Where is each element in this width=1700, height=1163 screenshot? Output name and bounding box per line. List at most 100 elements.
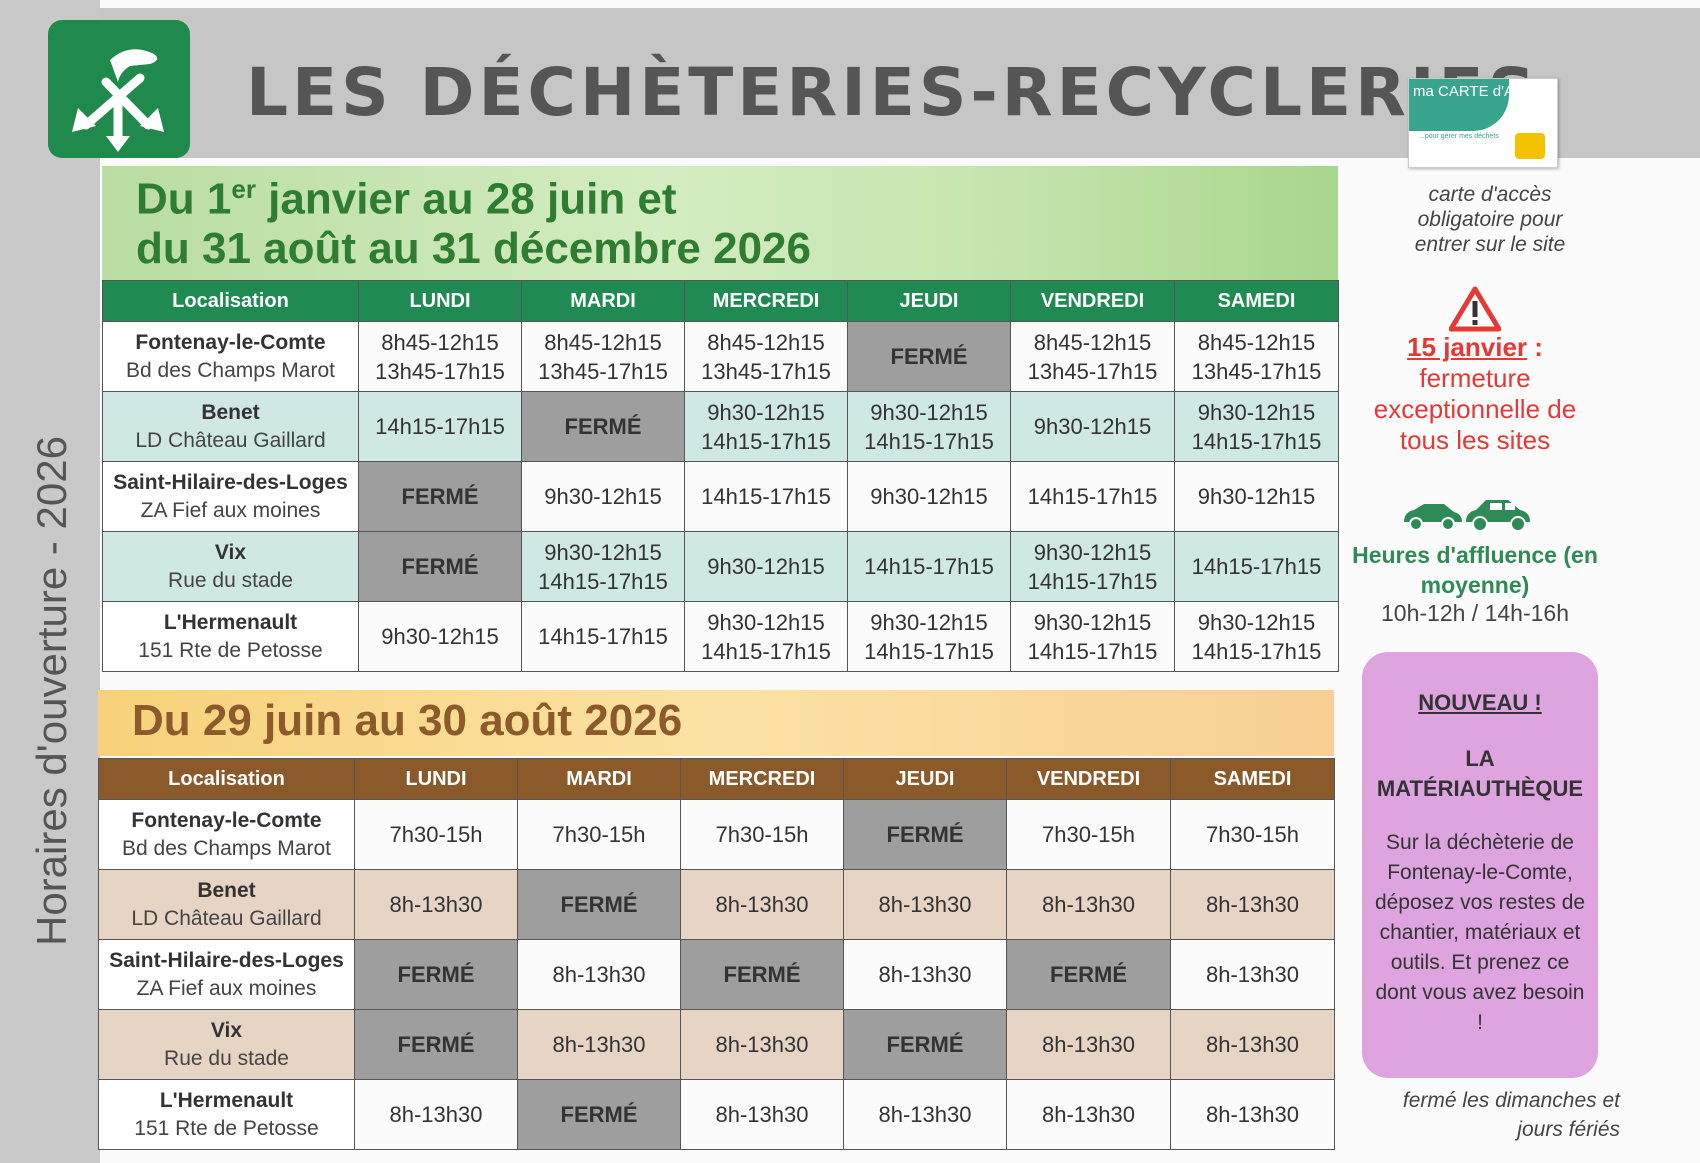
header-day: MARDI (517, 758, 681, 800)
location-cell: Vix Rue du stade (98, 1009, 355, 1080)
location-address: ZA Fief aux moines (140, 498, 321, 522)
hours-cell: 7h30-15h (680, 799, 844, 870)
hours-cell: 8h-13h30 (1006, 1009, 1171, 1080)
time-slot: 8h-13h30 (1206, 962, 1299, 987)
time-slot: 7h30-15h (389, 822, 483, 847)
time-slot: 9h30-12h15 (870, 399, 988, 425)
period1-title-part1: Du 1 (136, 174, 232, 224)
materiautheque-box: NOUVEAU ! LA MATÉRIAUTHÈQUE Sur la déchè… (1362, 652, 1598, 1078)
time-slot: 7h30-15h (552, 822, 646, 847)
time-slot: 8h-13h30 (1042, 892, 1135, 917)
time-slot: 13h45-17h15 (375, 358, 505, 384)
hours-cell: 9h30-12h15 (358, 601, 522, 672)
access-card-title: ma CARTE d'ACCÈS (1413, 83, 1556, 100)
hours-cell: 8h-13h30 (354, 1079, 518, 1150)
time-slot: 9h30-12h15 (381, 624, 499, 649)
hours-cell: 14h15-17h15 (521, 601, 685, 672)
location-address: 151 Rte de Petosse (138, 638, 323, 662)
time-slot: 8h-13h30 (552, 1032, 646, 1057)
closed-cell: FERMÉ (517, 1079, 681, 1150)
hours-cell: 9h30-12h15 14h15-17h15 (1010, 601, 1175, 672)
period2-title: Du 29 juin au 30 août 2026 (132, 696, 683, 745)
hours-cell: 8h-13h30 (517, 1009, 681, 1080)
header-day: SAMEDI (1170, 758, 1335, 800)
warning-message: fermeture exceptionnelle de tous les sit… (1373, 363, 1577, 455)
hours-cell: 8h-13h30 (843, 1079, 1007, 1150)
location-address: LD Château Gaillard (131, 906, 322, 930)
period2-header: Du 29 juin au 30 août 2026 (98, 690, 1334, 756)
hours-cell: 9h30-12h15 (684, 531, 848, 602)
header-day: JEUDI (843, 758, 1007, 800)
header-localisation: Localisation (98, 758, 355, 800)
hours-cell: 7h30-15h (517, 799, 681, 870)
hours-cell: 8h-13h30 (680, 869, 844, 940)
time-slot: FERMÉ (401, 484, 479, 509)
location-cell: Benet LD Château Gaillard (98, 869, 355, 940)
recycling-logo-icon (48, 20, 190, 158)
time-slot: 9h30-12h15 (707, 609, 825, 635)
left-band (0, 0, 100, 1163)
time-slot: FERMÉ (886, 1032, 964, 1057)
location-address: Rue du stade (164, 1046, 289, 1070)
time-slot: FERMÉ (886, 822, 964, 847)
time-slot: 14h15-17h15 (538, 568, 668, 594)
hours-cell: 9h30-12h15 14h15-17h15 (1010, 531, 1175, 602)
hours-cell: 9h30-12h15 (1010, 391, 1175, 462)
location-cell: L'Hermenault 151 Rte de Petosse (98, 1079, 355, 1150)
materiautheque-title: LA MATÉRIAUTHÈQUE (1376, 746, 1584, 801)
table-row: L'Hermenault 151 Rte de Petosse 8h-13h30 FE… (98, 1079, 1335, 1150)
time-slot: 8h-13h30 (552, 962, 646, 987)
time-slot: 14h15-17h15 (864, 428, 994, 454)
time-slot: 8h-13h30 (715, 1032, 809, 1057)
location-cell: Fontenay-le-Comte Bd des Champs Marot (102, 321, 359, 392)
location-cell: Fontenay-le-Comte Bd des Champs Marot (98, 799, 355, 870)
time-slot: 9h30-12h15 (1033, 414, 1152, 439)
hours-cell: 7h30-15h (1170, 799, 1335, 870)
time-slot: FERMÉ (560, 892, 638, 917)
location-name: Fontenay-le-Comte (135, 330, 326, 354)
location-address: Bd des Champs Marot (122, 836, 331, 860)
time-slot: FERMÉ (397, 1032, 475, 1057)
header-day: VENDREDI (1010, 280, 1175, 322)
time-slot: FERMÉ (401, 554, 479, 579)
time-slot: 9h30-12h15 (1033, 539, 1152, 565)
location-cell: Benet LD Château Gaillard (102, 391, 359, 462)
time-slot: 9h30-12h15 (1033, 609, 1152, 635)
time-slot: 8h45-12h15 (381, 329, 499, 355)
location-cell: Saint-Hilaire-des-Loges ZA Fief aux moine… (102, 461, 359, 532)
time-slot: 8h45-12h15 (707, 329, 825, 355)
table-header-row: Localisation LUNDI MARDI MERCREDI JEUDI VENDR… (98, 758, 1335, 800)
affluence-title: Heures d'affluence (en moyenne) (1352, 542, 1598, 598)
hours-cell: 8h-13h30 (843, 869, 1007, 940)
warning-text: 15 janvier : fermeture exceptionnelle de… (1350, 332, 1600, 456)
time-slot: FERMÉ (723, 962, 801, 987)
hours-cell: 8h-13h30 (517, 939, 681, 1010)
hours-cell: 8h-13h30 (1006, 869, 1171, 940)
time-slot: 13h45-17h15 (1027, 358, 1158, 384)
time-slot: 14h15-17h15 (1027, 568, 1158, 594)
hours-cell: 9h30-12h15 14h15-17h15 (684, 391, 848, 462)
time-slot: 13h45-17h15 (701, 358, 831, 384)
access-card-caption: carte d'accès obligatoire pour entrer su… (1414, 183, 1566, 256)
location-cell: Vix Rue du stade (102, 531, 359, 602)
location-address: LD Château Gaillard (135, 428, 326, 452)
header-day: JEUDI (847, 280, 1011, 322)
location-name: L'Hermenault (159, 1088, 294, 1112)
closed-cell: FERMÉ (521, 391, 685, 462)
period1-title-line2: du 31 août au 31 décembre 2026 (136, 224, 811, 273)
time-slot: 8h-13h30 (878, 962, 972, 987)
location-name: Vix (214, 540, 247, 564)
closed-cell: FERMÉ (680, 939, 844, 1010)
location-name: Vix (210, 1018, 243, 1042)
header-day: LUNDI (358, 280, 522, 322)
time-slot: 13h45-17h15 (538, 358, 668, 384)
time-slot: FERMÉ (564, 414, 642, 439)
time-slot: FERMÉ (397, 962, 475, 987)
table-row: L'Hermenault 151 Rte de Petosse 9h30-12h15… (102, 601, 1339, 672)
time-slot: 9h30-12h15 (870, 484, 988, 509)
hours-cell: 14h15-17h15 (684, 461, 848, 532)
access-card-subtitle: ...pour gérer mes déchets (1419, 133, 1499, 140)
time-slot: 8h-13h30 (1042, 1032, 1135, 1057)
closed-cell: FERMÉ (1006, 939, 1171, 1010)
